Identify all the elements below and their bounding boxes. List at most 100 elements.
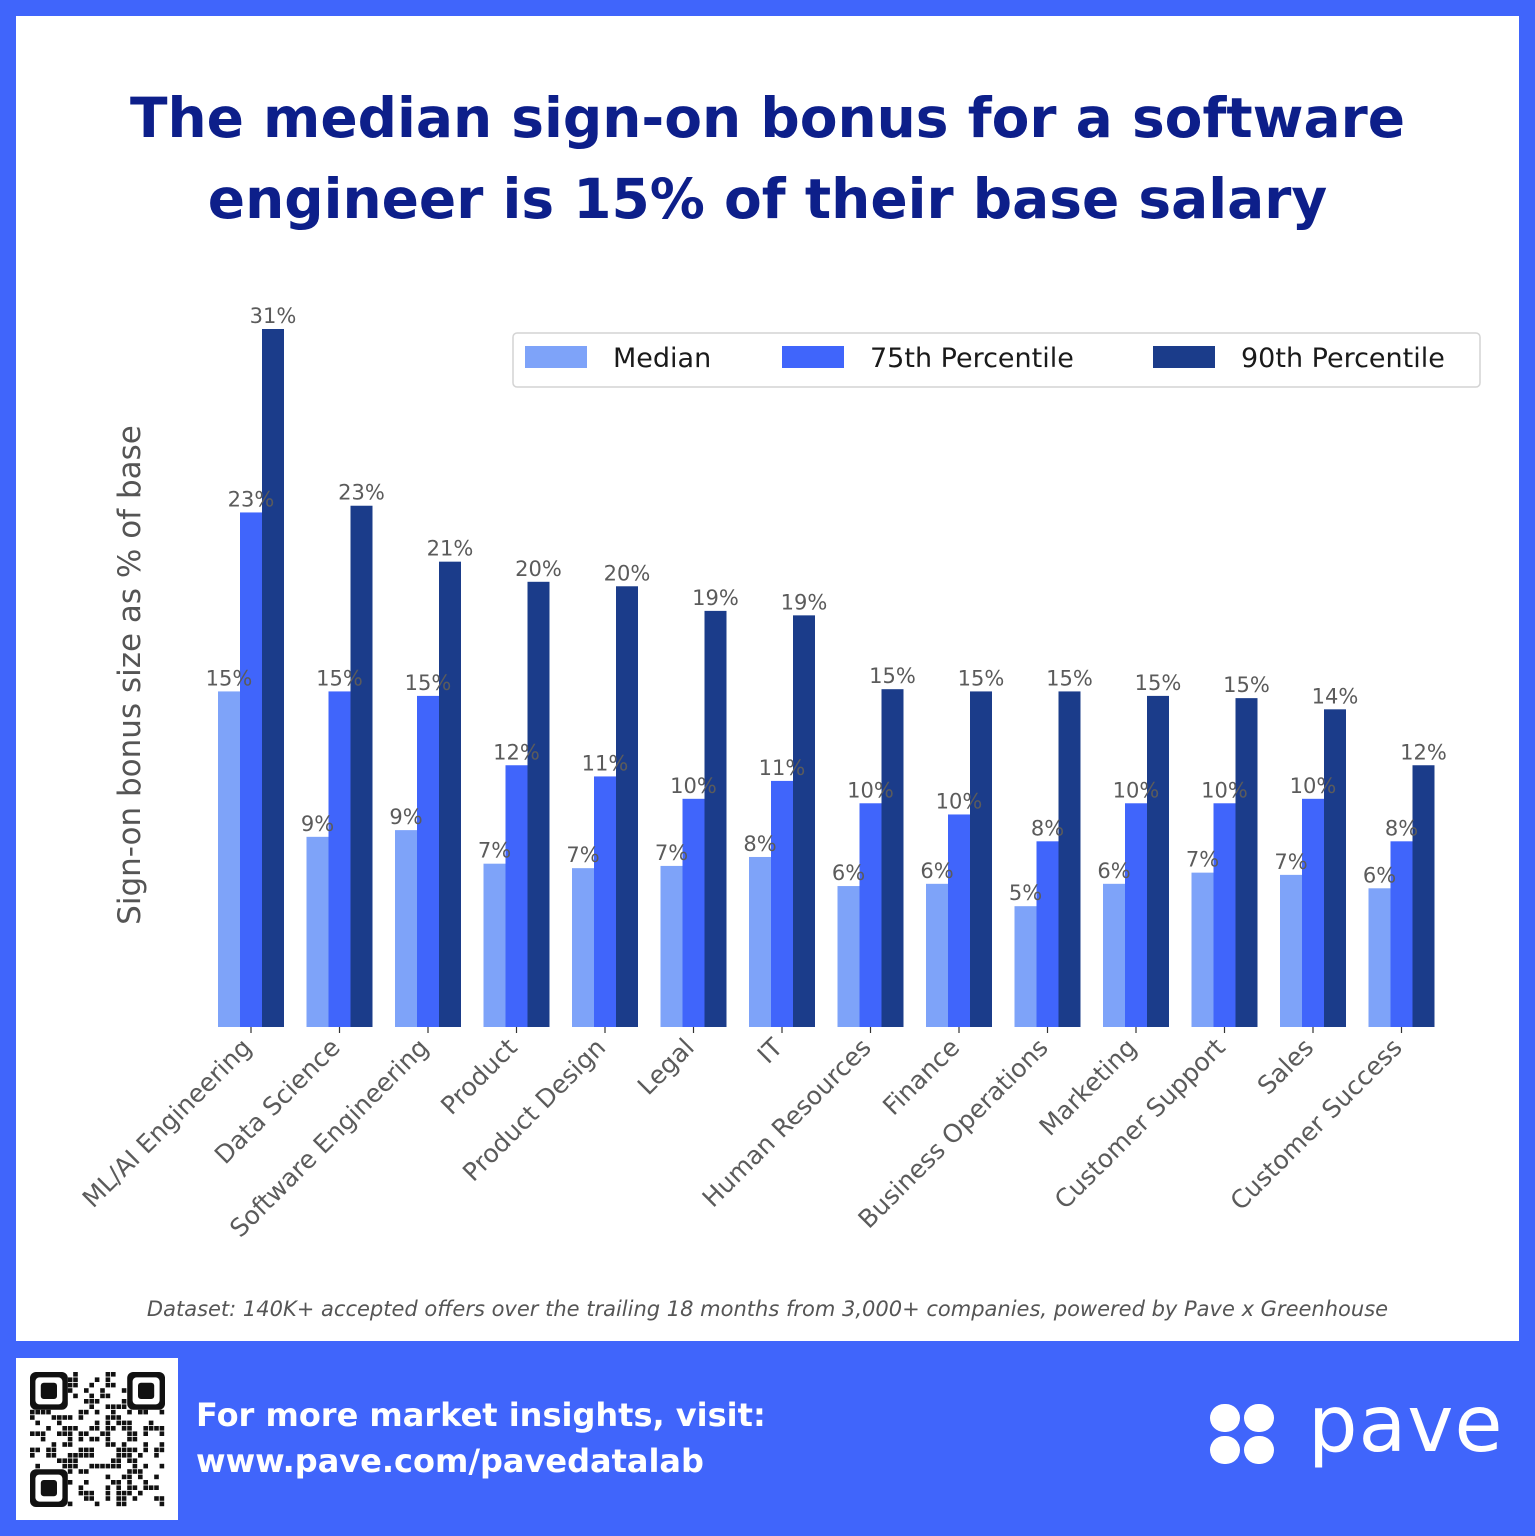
data-label: 19% xyxy=(692,586,739,610)
dataset-footnote: Dataset: 140K+ accepted offers over the … xyxy=(146,1297,1389,1321)
category-label: Human Resources xyxy=(697,1033,877,1213)
data-label: 14% xyxy=(1312,684,1359,708)
bar-75th-percentile-7 xyxy=(771,780,793,1027)
data-label: 6% xyxy=(1097,859,1130,883)
bar-90th-percentile-1 xyxy=(262,329,284,1027)
bar-median-14 xyxy=(1368,888,1391,1027)
data-label: 15% xyxy=(869,664,916,688)
legend-label: Median xyxy=(613,343,711,374)
legend-swatch xyxy=(1153,346,1215,368)
bar-75th-percentile-1 xyxy=(240,512,262,1027)
bar-75th-percentile-5 xyxy=(594,776,616,1027)
category-label: Sales xyxy=(1252,1033,1320,1101)
data-label: 9% xyxy=(389,805,422,829)
bar-median-3 xyxy=(395,830,417,1027)
data-label: 20% xyxy=(604,561,651,585)
bar-90th-percentile-3 xyxy=(439,561,461,1027)
bar-75th-percentile-13 xyxy=(1302,798,1324,1027)
data-label: 15% xyxy=(316,666,363,690)
data-label: 8% xyxy=(1031,816,1064,840)
bar-75th-percentile-10 xyxy=(1036,841,1059,1027)
data-label: 12% xyxy=(493,740,540,764)
bars-group xyxy=(218,329,1435,1027)
data-label: 6% xyxy=(1363,863,1396,887)
bar-median-7 xyxy=(749,856,771,1027)
category-label: Customer Success xyxy=(1225,1033,1408,1216)
data-label: 9% xyxy=(301,812,334,836)
data-label: 20% xyxy=(515,557,562,581)
data-label: 11% xyxy=(582,751,629,775)
legend: Median 75th Percentile 90th Percentile xyxy=(512,332,1481,388)
bar-90th-percentile-7 xyxy=(793,615,815,1027)
qr-code[interactable] xyxy=(16,1358,178,1520)
bar-median-5 xyxy=(572,868,594,1027)
tick-marks-group xyxy=(250,1027,1403,1033)
bar-labels-group: 15% 23% 31% 9% 15% 23% 9% 15% 21% 7% 12% 20% 7% 11% 20… xyxy=(206,304,1447,905)
bar-median-13 xyxy=(1280,874,1302,1027)
data-label: 7% xyxy=(1274,850,1307,874)
data-label: 10% xyxy=(936,789,983,813)
bar-75th-percentile-6 xyxy=(682,798,705,1027)
data-label: 8% xyxy=(743,832,776,856)
cta-link[interactable]: www.pave.com/pavedatalab xyxy=(196,1442,704,1480)
cta-line-1: For more market insights, visit: xyxy=(196,1396,766,1434)
data-label: 10% xyxy=(1113,778,1160,802)
data-label: 15% xyxy=(958,666,1005,690)
bar-90th-percentile-5 xyxy=(616,586,638,1027)
bar-75th-percentile-4 xyxy=(505,765,528,1027)
bar-75th-percentile-2 xyxy=(328,691,351,1027)
category-label: Legal xyxy=(632,1033,700,1101)
data-label: 7% xyxy=(478,839,511,863)
data-label: 10% xyxy=(1290,774,1337,798)
data-label: 15% xyxy=(1046,666,1093,690)
bar-90th-percentile-8 xyxy=(881,689,904,1027)
legend-swatch xyxy=(525,346,587,368)
bar-90th-percentile-13 xyxy=(1324,709,1346,1027)
bar-75th-percentile-12 xyxy=(1213,803,1236,1027)
bar-90th-percentile-2 xyxy=(350,505,373,1027)
bar-75th-percentile-8 xyxy=(859,803,882,1027)
bar-90th-percentile-6 xyxy=(704,610,727,1027)
bar-90th-percentile-4 xyxy=(527,581,550,1027)
data-label: 15% xyxy=(405,671,452,695)
legend-box xyxy=(512,332,1481,388)
category-label: Finance xyxy=(877,1033,965,1121)
data-label: 6% xyxy=(832,861,865,885)
data-label: 6% xyxy=(920,859,953,883)
data-label: 10% xyxy=(670,774,717,798)
bar-median-4 xyxy=(483,863,506,1027)
data-label: 21% xyxy=(427,537,474,561)
bar-75th-percentile-9 xyxy=(948,814,970,1027)
data-label: 15% xyxy=(1223,673,1270,697)
bar-90th-percentile-11 xyxy=(1147,695,1169,1027)
bar-median-11 xyxy=(1103,883,1125,1027)
data-label: 19% xyxy=(781,590,828,614)
data-label: 5% xyxy=(1009,881,1042,905)
bar-90th-percentile-12 xyxy=(1235,698,1258,1027)
bar-90th-percentile-14 xyxy=(1412,765,1435,1027)
bar-90th-percentile-9 xyxy=(970,691,992,1027)
data-label: 23% xyxy=(228,487,275,511)
data-label: 10% xyxy=(1201,778,1248,802)
bar-median-10 xyxy=(1014,906,1037,1027)
data-label: 7% xyxy=(655,841,688,865)
legend-label: 90th Percentile xyxy=(1241,343,1445,374)
bar-75th-percentile-3 xyxy=(417,695,439,1027)
data-label: 15% xyxy=(206,666,253,690)
data-label: 8% xyxy=(1385,816,1418,840)
pave-logo-text: pave xyxy=(1308,1380,1504,1470)
bar-median-2 xyxy=(306,836,329,1027)
y-axis-label: Sign-on bonus size as % of base xyxy=(112,425,148,925)
data-label: 23% xyxy=(338,481,385,505)
bar-median-1 xyxy=(218,691,240,1027)
data-label: 10% xyxy=(847,778,894,802)
bar-75th-percentile-11 xyxy=(1125,803,1147,1027)
data-label: 7% xyxy=(1186,848,1219,872)
category-label: Customer Support xyxy=(1049,1033,1231,1215)
cta-text: For more market insights, visit: www.pav… xyxy=(196,1392,766,1484)
legend-swatch xyxy=(782,346,844,368)
category-label: Product xyxy=(435,1033,523,1121)
legend-label: 75th Percentile xyxy=(870,343,1074,374)
